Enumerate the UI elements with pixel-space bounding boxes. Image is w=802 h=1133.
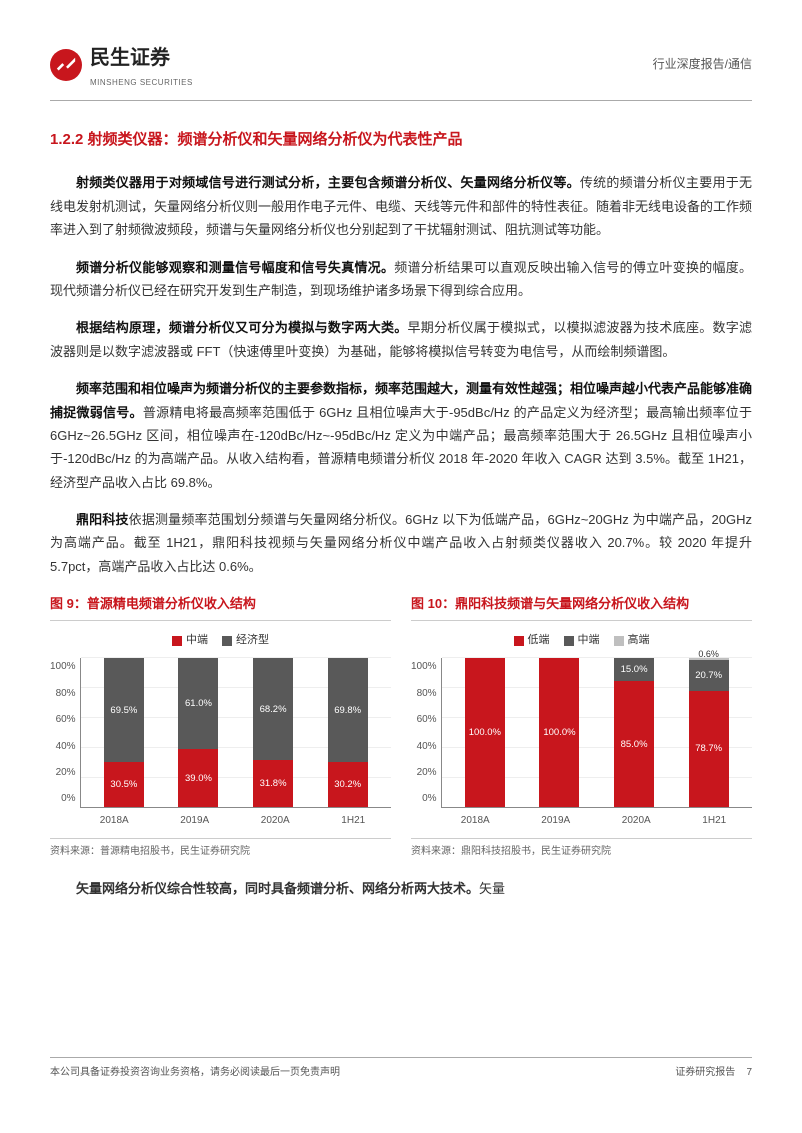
ytick: 20% [50, 764, 76, 782]
ytick: 80% [411, 685, 437, 703]
para5-bold: 鼎阳科技 [76, 512, 129, 527]
paragraph-2: 频谱分析仪能够观察和测量信号幅度和信号失真情况。频谱分析结果可以直观反映出输入信… [50, 256, 752, 303]
chart9-source: 资料来源：普源精电招股书，民生证券研究院 [50, 838, 391, 861]
chart9-legend: 中端 经济型 [50, 631, 391, 651]
page-number: 7 [746, 1067, 752, 1078]
legend-label: 中端 [578, 631, 600, 651]
xtick: 2018A [100, 812, 129, 830]
bar-segment-low: 85.0% [614, 681, 654, 808]
bar-column: 100.0% [539, 658, 579, 807]
xtick: 2020A [261, 812, 290, 830]
bar-column: 85.0%15.0% [614, 658, 654, 807]
legend-item: 中端 [564, 631, 600, 651]
legend-label: 经济型 [236, 631, 269, 651]
chart-9: 图 9：普源精电频谱分析仪收入结构 中端 经济型 100% 80% 60% 40% 20%… [50, 592, 391, 861]
bar-column: 100.0% [465, 658, 505, 807]
ytick: 100% [411, 658, 437, 676]
ytick: 0% [50, 790, 76, 808]
bar-segment-econ: 61.0% [178, 658, 218, 749]
last-bold: 矢量网络分析仪综合性较高，同时具备频谱分析、网络分析两大技术。 [76, 881, 479, 896]
ytick: 40% [50, 738, 76, 756]
paragraph-4: 频率范围和相位噪声为频谱分析仪的主要参数指标，频率范围越大，测量有效性越强；相位… [50, 377, 752, 494]
section-title: 1.2.2 射频类仪器：频谱分析仪和矢量网络分析仪为代表性产品 [50, 126, 752, 153]
legend-swatch [614, 636, 624, 646]
ytick: 60% [50, 711, 76, 729]
header-category: 行业深度报告/通信 [653, 54, 752, 76]
ytick: 100% [50, 658, 76, 676]
bar-segment-mid: 15.0% [614, 658, 654, 680]
paragraph-last: 矢量网络分析仪综合性较高，同时具备频谱分析、网络分析两大技术。矢量 [50, 877, 752, 900]
legend-label: 低端 [528, 631, 550, 651]
chart10-plot: 100.0% 100.0% 85.0%15.0% 78.7%20.7%0.6% [441, 658, 752, 808]
para2-bold: 频谱分析仪能够观察和测量信号幅度和信号失真情况。 [76, 260, 394, 275]
ytick: 0% [411, 790, 437, 808]
xtick: 1H21 [341, 812, 365, 830]
legend-item: 高端 [614, 631, 650, 651]
ytick: 40% [411, 738, 437, 756]
xtick: 2020A [622, 812, 651, 830]
legend-swatch [222, 636, 232, 646]
legend-label: 高端 [628, 631, 650, 651]
chart10-xaxis: 2018A 2019A 2020A 1H21 [411, 812, 752, 830]
brand-name-cn: 民生证券 [90, 40, 193, 76]
bar-segment-low: 78.7% [689, 691, 729, 808]
xtick: 2019A [180, 812, 209, 830]
xtick: 2019A [541, 812, 570, 830]
ytick: 20% [411, 764, 437, 782]
bar-segment-mid: 30.2% [328, 762, 368, 807]
para3-bold: 根据结构原理，频谱分析仪又可分为模拟与数字两大类。 [76, 320, 408, 335]
bar-segment-econ: 68.2% [253, 658, 293, 760]
xtick: 2018A [461, 812, 490, 830]
para5-text: 依据测量频率范围划分频谱与矢量网络分析仪。6GHz 以下为低端产品，6GHz~2… [50, 512, 752, 574]
ytick: 80% [50, 685, 76, 703]
bar-segment-high: 0.6% [689, 658, 729, 659]
ytick: 60% [411, 711, 437, 729]
logo-block: 民生证券 MINSHENG SECURITIES [50, 40, 193, 90]
chart10-yaxis: 100% 80% 60% 40% 20% 0% [411, 658, 441, 808]
page-footer: 本公司具备证券投资咨询业务资格，请务必阅读最后一页免责声明 证券研究报告 7 [50, 1057, 752, 1082]
bar-column: 30.2%69.8% [328, 658, 368, 807]
legend-swatch [564, 636, 574, 646]
para1-bold: 射频类仪器用于对频域信号进行测试分析，主要包含频谱分析仪、矢量网络分析仪等。 [76, 175, 580, 190]
chart10-area: 100% 80% 60% 40% 20% 0% 100.0% 100.0% 85.0%15.0… [411, 658, 752, 808]
chart10-source: 资料来源：鼎阳科技招股书，民生证券研究院 [411, 838, 752, 861]
legend-swatch [172, 636, 182, 646]
legend-swatch [514, 636, 524, 646]
paragraph-5: 鼎阳科技依据测量频率范围划分频谱与矢量网络分析仪。6GHz 以下为低端产品，6G… [50, 508, 752, 578]
page-header: 民生证券 MINSHENG SECURITIES 行业深度报告/通信 [50, 40, 752, 101]
legend-label: 中端 [186, 631, 208, 651]
chart-10: 图 10：鼎阳科技频谱与矢量网络分析仪收入结构 低端 中端 高端 100% 80% 60… [411, 592, 752, 861]
bar-column: 30.5%69.5% [104, 658, 144, 807]
legend-item: 低端 [514, 631, 550, 651]
bar-segment-mid: 30.5% [104, 762, 144, 807]
chart9-area: 100%80%60%40%20%0% 30.5%69.5%39.0%61.0%3… [50, 658, 391, 808]
chart9-yaxis: 100% 80% 60% 40% 20% 0% [50, 658, 80, 808]
chart9-title: 图 9：普源精电频谱分析仪收入结构 [50, 592, 391, 620]
paragraph-3: 根据结构原理，频谱分析仪又可分为模拟与数字两大类。早期分析仪属于模拟式，以模拟滤… [50, 316, 752, 363]
paragraph-1: 射频类仪器用于对频域信号进行测试分析，主要包含频谱分析仪、矢量网络分析仪等。传统… [50, 171, 752, 241]
bar-segment-mid: 31.8% [253, 760, 293, 807]
bar-column: 31.8%68.2% [253, 658, 293, 807]
bar-segment-econ: 69.8% [328, 658, 368, 762]
last-text: 矢量 [479, 881, 505, 896]
bar-segment-low: 100.0% [465, 658, 505, 807]
bar-segment-mid: 39.0% [178, 749, 218, 807]
charts-row: 图 9：普源精电频谱分析仪收入结构 中端 经济型 100% 80% 60% 40% 20%… [50, 592, 752, 861]
chart9-plot: 30.5%69.5% 39.0%61.0% 31.8%68.2% 30.2%69.8% [80, 658, 391, 808]
chart10-title: 图 10：鼎阳科技频谱与矢量网络分析仪收入结构 [411, 592, 752, 620]
chart9-xaxis: 2018A 2019A 2020A 1H21 [50, 812, 391, 830]
bar-segment-low: 100.0% [539, 658, 579, 807]
legend-item: 中端 [172, 631, 208, 651]
para4-text: 普源精电将最高频率范围低于 6GHz 且相位噪声大于-95dBc/Hz 的产品定… [50, 405, 752, 490]
brand-name-en: MINSHENG SECURITIES [90, 76, 193, 90]
logo-icon [50, 49, 82, 81]
bar-segment-econ: 69.5% [104, 658, 144, 762]
xtick: 1H21 [702, 812, 726, 830]
bar-column: 78.7%20.7%0.6% [689, 658, 729, 807]
bar-segment-mid: 20.7% [689, 660, 729, 691]
footer-right: 证券研究报告 7 [675, 1064, 752, 1082]
footer-disclaimer: 本公司具备证券投资咨询业务资格，请务必阅读最后一页免责声明 [50, 1064, 340, 1082]
legend-item: 经济型 [222, 631, 269, 651]
bar-column: 39.0%61.0% [178, 658, 218, 807]
